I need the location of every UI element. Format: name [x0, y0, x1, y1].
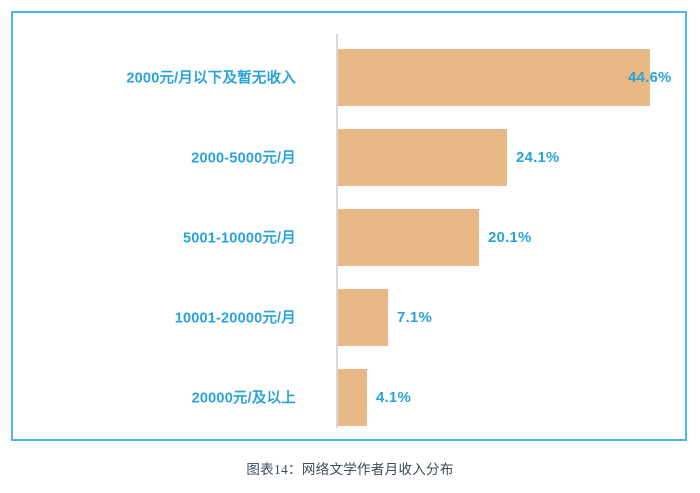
- bar-group-2: 20.1%: [338, 197, 532, 277]
- plot-area: 2000元/月以下及暂无收入 44.6% 2000-5000元/月 24.1% …: [13, 13, 685, 439]
- bar-group-4: 4.1%: [338, 357, 411, 437]
- bar-value-0: 44.6%: [628, 68, 672, 86]
- bar-value-4: 4.1%: [376, 388, 411, 406]
- bar-1[interactable]: [338, 128, 507, 186]
- category-label-0: 2000元/月以下及暂无收入: [126, 70, 296, 87]
- bar-value-3: 7.1%: [397, 308, 432, 326]
- bar-group-1: 24.1%: [338, 117, 560, 197]
- bar-group-0: 44.6%: [338, 37, 672, 117]
- chart-frame: 2000元/月以下及暂无收入 44.6% 2000-5000元/月 24.1% …: [11, 11, 687, 441]
- category-label-2: 5001-10000元/月: [182, 230, 296, 247]
- figure-caption: 图表14：网络文学作者月收入分布: [246, 462, 454, 477]
- bar-group-3: 7.1%: [338, 277, 432, 357]
- bar-2[interactable]: [338, 208, 479, 266]
- category-label-1: 2000-5000元/月: [191, 150, 296, 167]
- bar-3[interactable]: [338, 288, 388, 346]
- bar-row: 20000元/及以上 4.1%: [13, 357, 685, 437]
- bar-row: 5001-10000元/月 20.1%: [13, 197, 685, 277]
- bar-row: 2000-5000元/月 24.1%: [13, 117, 685, 197]
- bar-row: 10001-20000元/月 7.1%: [13, 277, 685, 357]
- bar-value-2: 20.1%: [488, 228, 532, 246]
- category-label-3: 10001-20000元/月: [174, 310, 296, 327]
- category-label-4: 20000元/及以上: [191, 390, 296, 407]
- bar-4[interactable]: [338, 368, 367, 426]
- bar-value-1: 24.1%: [516, 148, 560, 166]
- bar-row: 2000元/月以下及暂无收入 44.6%: [13, 37, 685, 117]
- bar-0[interactable]: [338, 48, 650, 106]
- category-axis-line: [336, 34, 338, 428]
